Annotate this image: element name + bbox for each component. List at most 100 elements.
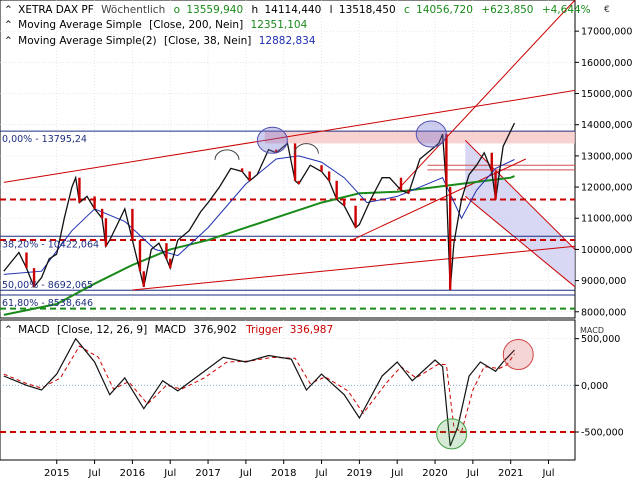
fib-level-label: 50,00% - 8692,065	[2, 280, 93, 291]
legend-sma38: ⌃ Moving Average Simple(2) [Close, 38, N…	[4, 35, 316, 47]
x-tick-label: Jul	[88, 468, 101, 479]
high-label: h	[252, 4, 259, 16]
high-value: 14114,440	[265, 4, 322, 16]
down-candle	[142, 271, 145, 287]
x-tick-label: 2020	[422, 468, 447, 479]
x-tick-label: 2021	[498, 468, 523, 479]
legend-sma38-label: Moving Average Simple(2)	[18, 35, 156, 47]
fib-level-label: 38,20% - 10422,064	[2, 239, 99, 250]
x-tick-label: Jul	[466, 468, 479, 479]
down-candle	[169, 258, 172, 269]
price-y-tick-label: 8000,000	[581, 307, 626, 318]
highlight-arc	[293, 143, 319, 154]
down-candle	[248, 171, 251, 181]
macd-y-tick-label: 0,000	[581, 381, 608, 392]
macd-highlight-circle	[436, 418, 468, 450]
legend-sma200: ⌃ Moving Average Simple [Close, 200, Nei…	[4, 19, 308, 31]
x-tick-label: 2019	[347, 468, 372, 479]
upper-channel-line	[3, 89, 575, 183]
change-pct-value: +4,644%	[542, 4, 591, 16]
down-candle	[32, 268, 36, 287]
down-candle	[407, 190, 410, 194]
down-candle	[335, 180, 338, 200]
price-y-tick-label: 15000,000	[581, 89, 632, 100]
price-y-tick-label: 9000,000	[581, 276, 626, 287]
legend-sma200-label: Moving Average Simple	[18, 19, 142, 31]
highlight-arc	[214, 149, 240, 160]
falling-channel-upper	[464, 139, 575, 250]
down-candle	[93, 196, 96, 209]
macd-highlight-circle	[502, 339, 534, 371]
price-y-axis: 8000,000 9000,000 10000,000 11000,000 12000,…	[575, 27, 632, 318]
down-candle	[343, 199, 346, 206]
header-checkbox-glyph[interactable]: ⌃	[4, 4, 13, 16]
fib-level-label: 61,80% - 8538,646	[2, 298, 93, 309]
down-candle	[293, 143, 297, 181]
down-candle	[138, 240, 142, 272]
interval-label: Wöchentlich	[101, 4, 165, 16]
price-header: ⌃ XETRA DAX PF Wöchentlich o 13559,940 h…	[4, 4, 591, 16]
down-candle	[100, 208, 104, 219]
x-tick-label: 2016	[120, 468, 145, 479]
sma200-line	[3, 175, 515, 316]
legend-sma38-glyph[interactable]: ⌃	[4, 35, 13, 47]
highlight-circle	[256, 126, 288, 154]
price-panel-frame	[0, 0, 576, 319]
x-tick-label: Jul	[315, 468, 328, 479]
instrument-name: XETRA DAX PF	[18, 4, 94, 16]
x-tick-label: 2018	[271, 468, 296, 479]
down-candle	[354, 205, 357, 228]
down-candle	[131, 208, 134, 241]
fib-level-label: 0,00% - 13795,24	[2, 134, 87, 145]
down-candle	[494, 171, 497, 200]
rising-channel-upper-line	[396, 0, 575, 191]
down-candle	[25, 252, 28, 269]
lower-channel-line	[132, 245, 575, 291]
low-value: 13518,450	[339, 4, 396, 16]
price-y-tick-label: 13000,000	[581, 151, 632, 162]
highlight-circle	[415, 120, 447, 148]
down-candle	[320, 165, 323, 172]
down-candle	[104, 218, 108, 247]
x-tick-label: Jul	[541, 468, 554, 479]
macd-header-glyph[interactable]: ⌃	[4, 324, 13, 336]
close-label: c	[404, 4, 410, 16]
x-tick-label: 2015	[44, 468, 69, 479]
macd-params: [Close, 12, 26, 9]	[57, 324, 147, 336]
down-candle	[327, 171, 331, 181]
close-value: 14056,720	[416, 4, 473, 16]
legend-sma38-params: [Close, 38, Nein]	[164, 35, 251, 47]
legend-sma200-value: 12351,104	[251, 19, 308, 31]
low-label: l	[330, 4, 333, 16]
price-series	[3, 122, 516, 316]
price-y-tick-label: 17000,000	[581, 27, 632, 38]
x-tick-label: Jul	[163, 468, 176, 479]
trigger-label: Trigger	[245, 324, 283, 336]
down-candle	[165, 243, 168, 259]
down-candle	[240, 168, 244, 172]
price-y-tick-label: 16000,000	[581, 58, 632, 69]
change-value: +623,850	[481, 4, 533, 16]
price-y-tick-label: 10000,000	[581, 245, 632, 256]
rising-channel-lower-line	[351, 158, 527, 241]
down-candle	[274, 149, 278, 153]
price-axis-unit: €	[604, 5, 610, 15]
down-candle	[445, 134, 448, 188]
down-candle	[297, 180, 301, 184]
price-y-tick-label: 14000,000	[581, 120, 632, 131]
macd-y-tick-label: -500,000	[581, 428, 624, 439]
macd-panel-frame	[0, 319, 576, 461]
macd-header: ⌃ MACD [Close, 12, 26, 9] MACD 376,902 T…	[4, 324, 333, 336]
down-candle	[78, 177, 81, 203]
x-tick-label: 2017	[195, 468, 220, 479]
price-y-tick-label: 11000,000	[581, 214, 632, 225]
legend-sma200-glyph[interactable]: ⌃	[4, 19, 13, 31]
macd-series	[0, 337, 575, 450]
macd-y-tick-label: 500,000	[581, 334, 620, 345]
macd-axis-unit: MACD	[580, 326, 604, 335]
sma38-line	[3, 155, 515, 275]
price-y-tick-label: 12000,000	[581, 183, 632, 194]
down-candle	[399, 177, 403, 191]
